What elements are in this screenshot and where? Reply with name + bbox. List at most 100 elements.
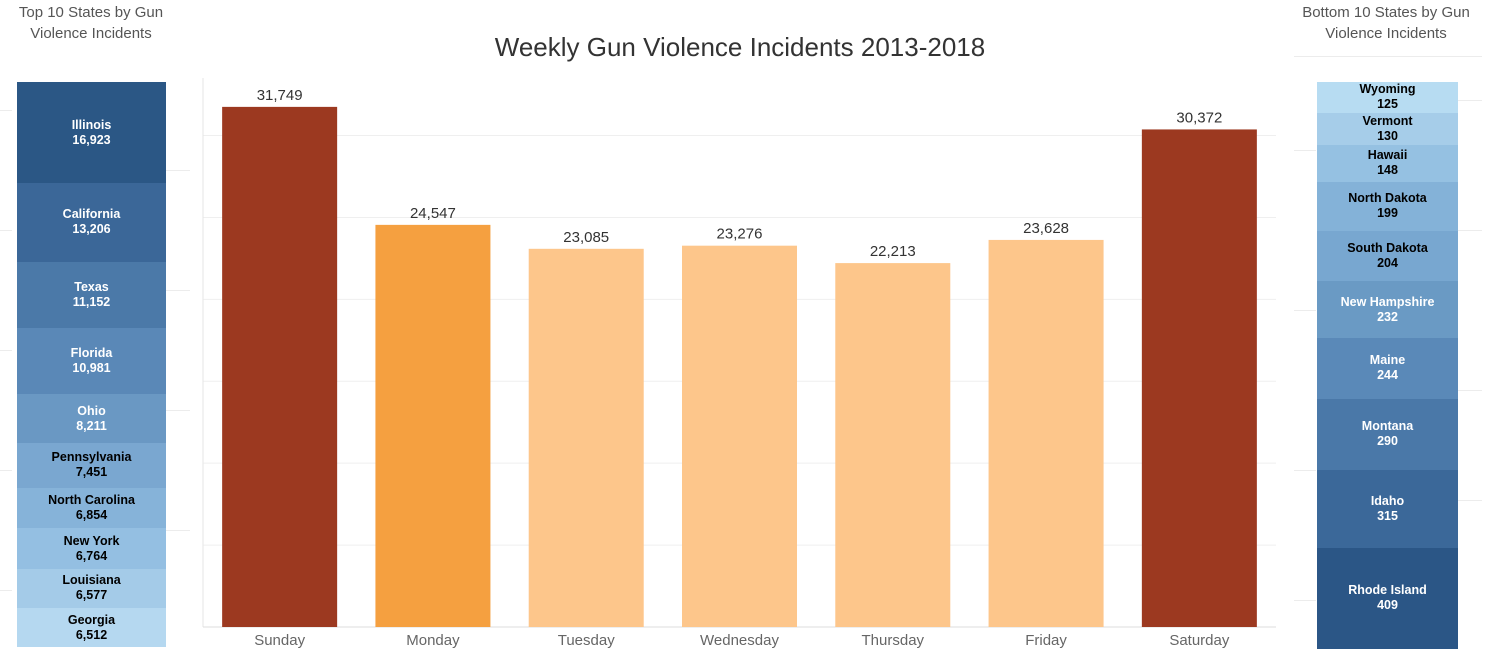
grid-line: [1294, 150, 1316, 151]
tile-state-name: Wyoming: [1359, 82, 1416, 97]
tile-florida[interactable]: Florida 10,981: [17, 328, 166, 395]
tile-north-carolina[interactable]: North Carolina 6,854: [17, 487, 166, 529]
tile-state-name: Pennsylvania: [51, 450, 132, 465]
tile-state-value: 204: [1377, 255, 1398, 270]
bar-thursday[interactable]: [835, 263, 951, 627]
tile-vermont[interactable]: Vermont 130: [1317, 112, 1458, 145]
tile-new-york[interactable]: New York 6,764: [17, 528, 166, 569]
grid-line: [1294, 600, 1316, 601]
tile-state-name: California: [62, 207, 121, 222]
tile-state-name: North Dakota: [1348, 191, 1427, 206]
tile-california[interactable]: California 13,206: [17, 183, 166, 262]
grid-line: [1294, 470, 1316, 471]
grid-line: [0, 350, 12, 351]
tile-state-value: 6,577: [75, 588, 108, 603]
tile-texas[interactable]: Texas 11,152: [17, 261, 166, 329]
grid-line: [1458, 230, 1482, 231]
tile-state-name: Florida: [70, 346, 113, 361]
tile-state-name: Georgia: [67, 612, 116, 627]
tile-state-name: New York: [63, 533, 120, 548]
tile-idaho[interactable]: Idaho 315: [1317, 470, 1458, 548]
bar-sunday[interactable]: [222, 106, 338, 627]
top-states-title-line2: Violence Incidents: [30, 25, 152, 42]
tile-state-value: 125: [1377, 97, 1398, 112]
grid-line: [1294, 310, 1316, 311]
bar-value-label: 22,213: [870, 243, 916, 260]
x-tick-label: Thursday: [862, 632, 925, 649]
x-tick-label: Saturday: [1169, 632, 1230, 649]
tile-rhode-island[interactable]: Rhode Island 409: [1317, 547, 1458, 649]
tile-ohio[interactable]: Ohio 8,211: [17, 394, 166, 444]
tile-state-name: Maine: [1369, 353, 1406, 368]
top-states-treemap: Illinois 16,923 California 13,206 Texas 11,…: [17, 82, 166, 647]
tile-louisiana[interactable]: Louisiana 6,577: [17, 568, 166, 609]
tile-state-value: 315: [1377, 509, 1398, 524]
grid-line: [1294, 56, 1482, 57]
bar-value-label: 23,085: [563, 229, 609, 246]
tile-state-value: 130: [1377, 128, 1398, 143]
tile-state-value: 199: [1377, 206, 1398, 221]
bar-friday[interactable]: [988, 239, 1104, 627]
bar-tuesday[interactable]: [528, 248, 644, 627]
tile-state-value: 10,981: [72, 361, 111, 376]
tile-state-value: 290: [1377, 434, 1398, 449]
grid-line: [166, 410, 190, 411]
grid-line: [0, 110, 12, 111]
bar-monday[interactable]: [375, 224, 491, 628]
tile-state-value: 148: [1377, 163, 1398, 178]
bar-saturday[interactable]: [1141, 129, 1257, 627]
tile-illinois[interactable]: Illinois 16,923: [17, 82, 166, 184]
tile-state-name: Louisiana: [62, 573, 121, 588]
tile-state-value: 8,211: [76, 418, 107, 433]
tile-state-name: Vermont: [1362, 113, 1413, 128]
grid-line: [166, 530, 190, 531]
grid-line: [0, 590, 12, 591]
bar-wednesday[interactable]: [682, 245, 797, 627]
tile-state-value: 13,206: [72, 222, 111, 237]
tile-state-name: Illinois: [71, 117, 112, 132]
tile-state-value: 6,764: [75, 548, 108, 563]
bar-value-label: 23,628: [1023, 220, 1069, 237]
bottom-states-treemap: Wyoming 125 Vermont 130 Hawaii 148 North Da…: [1317, 82, 1458, 649]
tile-georgia[interactable]: Georgia 6,512: [17, 608, 166, 647]
bar-value-label: 30,372: [1176, 109, 1222, 126]
tile-north-dakota[interactable]: North Dakota 199: [1317, 181, 1458, 231]
tile-state-value: 6,854: [75, 507, 108, 522]
x-tick-label: Wednesday: [700, 632, 779, 649]
x-tick-label: Tuesday: [558, 632, 615, 649]
tile-state-value: 244: [1377, 368, 1398, 383]
tile-state-name: Ohio: [77, 403, 106, 418]
tile-pennsylvania[interactable]: Pennsylvania 7,451: [17, 443, 166, 488]
x-tick-label: Sunday: [254, 632, 305, 649]
tile-state-value: 409: [1377, 598, 1398, 613]
tile-state-name: North Carolina: [48, 492, 135, 507]
bottom-states-title-line1: Bottom 10 States by Gun: [1302, 4, 1470, 21]
grid-line: [166, 290, 190, 291]
tile-state-value: 232: [1377, 309, 1398, 324]
tile-state-name: Montana: [1361, 419, 1414, 434]
grid-line: [0, 230, 12, 231]
tile-state-value: 7,451: [75, 465, 108, 480]
tile-maine[interactable]: Maine 244: [1317, 338, 1458, 399]
grid-line: [1458, 500, 1482, 501]
bar-value-label: 23,276: [717, 226, 763, 243]
tile-wyoming[interactable]: Wyoming 125: [1317, 82, 1458, 113]
bar-value-label: 24,547: [410, 205, 456, 222]
tile-state-value: 16,923: [72, 132, 111, 147]
tile-state-name: Hawaii: [1367, 148, 1408, 163]
grid-line: [166, 170, 190, 171]
chart-title: Weekly Gun Violence Incidents 2013-2018: [494, 32, 986, 62]
tile-south-dakota[interactable]: South Dakota 204: [1317, 230, 1458, 282]
grid-line: [0, 470, 12, 471]
tile-state-name: Texas: [74, 280, 109, 295]
tile-state-name: Rhode Island: [1348, 583, 1427, 598]
tile-state-value: 6,512: [75, 627, 108, 642]
grid-line: [1458, 390, 1482, 391]
bottom-states-title: Bottom 10 States by Gun Violence Inciden…: [1290, 2, 1482, 44]
top-states-title-line1: Top 10 States by Gun: [18, 4, 164, 21]
tile-hawaii[interactable]: Hawaii 148: [1317, 144, 1458, 182]
tile-new-hampshire[interactable]: New Hampshire 232: [1317, 281, 1458, 339]
tile-state-name: Idaho: [1370, 494, 1405, 509]
tile-montana[interactable]: Montana 290: [1317, 398, 1458, 471]
